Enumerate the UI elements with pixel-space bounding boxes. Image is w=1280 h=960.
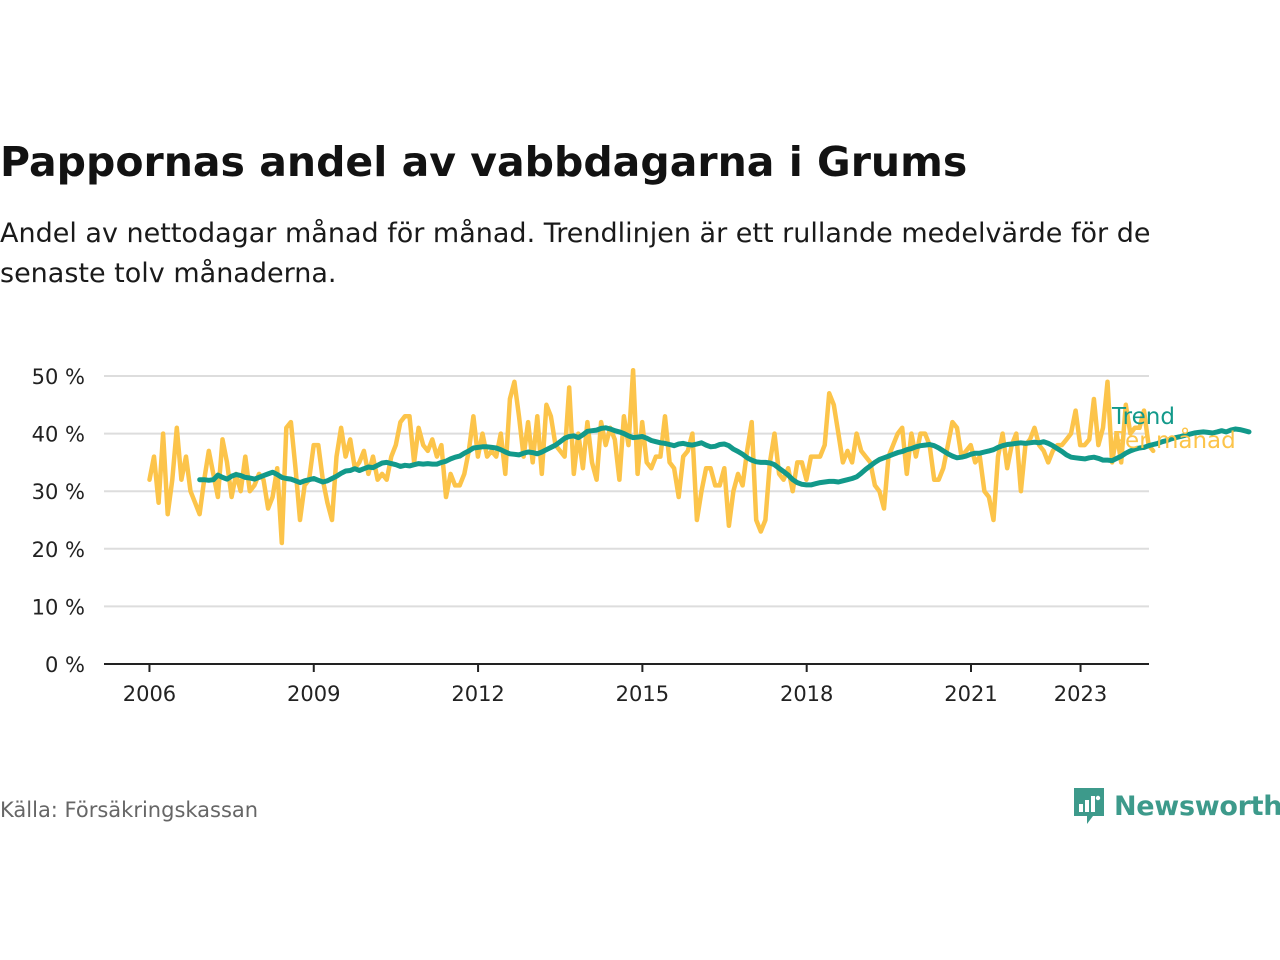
- y-tick-label: 30 %: [32, 480, 85, 504]
- grid-lines: [104, 375, 1149, 608]
- x-tick-label: 2015: [616, 682, 669, 706]
- y-tick-label: 40 %: [32, 423, 85, 447]
- y-tick-label: 0 %: [45, 653, 85, 677]
- series-line-per-manad: [147, 367, 1156, 546]
- x-tick-label: 2018: [780, 682, 833, 706]
- series-label-per-manad: Per månad: [1112, 426, 1236, 454]
- series-label-trend: Trend: [1111, 404, 1175, 430]
- series-line-trend: [197, 425, 1252, 488]
- x-tick-label: 2021: [944, 682, 997, 706]
- x-tick-label: 2023: [1054, 682, 1107, 706]
- x-tick-label: 2006: [123, 682, 176, 706]
- newsworthy-logo-icon: [1074, 788, 1104, 824]
- source-note: Källa: Försäkringskassan: [0, 798, 259, 822]
- y-axis-ticks: 0 % 10 % 20 % 30 % 40 % 50 %: [32, 365, 85, 677]
- y-tick-label: 10 %: [32, 595, 85, 619]
- page-title: Pappornas andel av vabbdagarna i Grums: [0, 138, 968, 186]
- x-tick-label: 2012: [451, 682, 504, 706]
- series-lines: [147, 367, 1252, 546]
- x-tick-label: 2009: [287, 682, 340, 706]
- brand-name: Newsworthy: [1114, 790, 1280, 822]
- y-tick-label: 50 %: [32, 365, 85, 389]
- chart-subtitle: Andel av nettodagar månad för månad. Tre…: [0, 218, 1151, 289]
- line-chart: 0 % 10 % 20 % 30 % 40 % 50 % 2006 2009 2012 2015…: [32, 365, 1252, 706]
- y-tick-label: 20 %: [32, 538, 85, 562]
- x-axis-ticks: 2006 2009 2012 2015 2018 2021 2023: [123, 664, 1107, 706]
- brand-logo: Newsworthy: [1072, 786, 1280, 826]
